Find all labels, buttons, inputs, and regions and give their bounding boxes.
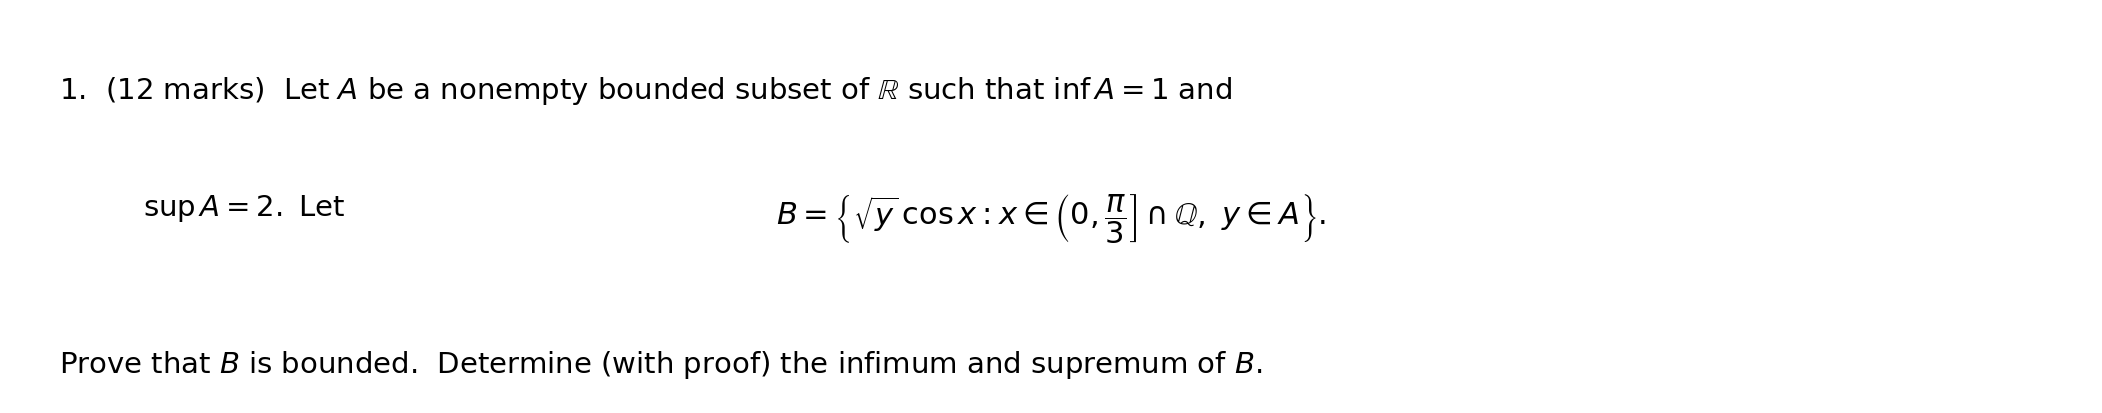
Text: Prove that $B$ is bounded.  Determine (with proof) the infimum and supremum of $: Prove that $B$ is bounded. Determine (wi… bbox=[59, 348, 1261, 380]
Text: 1.  (12 marks)  Let $A$ be a nonempty bounded subset of $\mathbb{R}$ such that $: 1. (12 marks) Let $A$ be a nonempty boun… bbox=[59, 74, 1232, 106]
Text: $B = \left\{\sqrt{y}\,\cos x : x \in \left(0, \dfrac{\pi}{3}\right] \cap \mathbb: $B = \left\{\sqrt{y}\,\cos x : x \in \le… bbox=[776, 192, 1326, 246]
Text: $\mathrm{sup}\,A = 2.$ Let: $\mathrm{sup}\,A = 2.$ Let bbox=[143, 192, 345, 223]
